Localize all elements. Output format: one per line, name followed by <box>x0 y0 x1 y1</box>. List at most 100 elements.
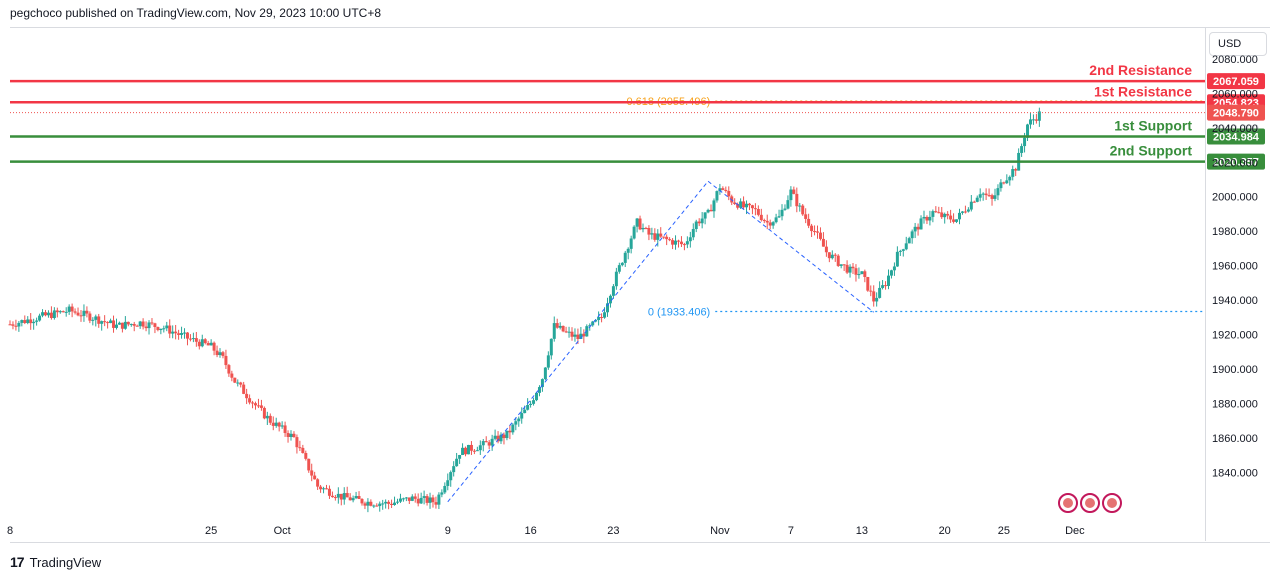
candle-body <box>76 312 80 316</box>
candle-body <box>150 322 154 324</box>
candle-body <box>475 450 479 452</box>
candle-body <box>369 501 373 506</box>
candle-body <box>517 418 521 422</box>
candle-body <box>292 433 296 438</box>
candle-body <box>256 405 260 407</box>
candle-body <box>842 264 846 266</box>
candle-body <box>564 331 568 333</box>
candle-body <box>919 218 923 230</box>
candle-body <box>440 492 444 495</box>
candle-body <box>464 447 468 455</box>
candle-body <box>644 227 648 229</box>
candle-body <box>363 503 367 506</box>
candle-body <box>626 248 630 253</box>
candle-body <box>555 323 559 328</box>
candle-body <box>523 409 527 414</box>
candle-body <box>889 270 893 276</box>
fibonacci-layer: 0.618 (2055.496)0 (1933.406) <box>447 96 1205 503</box>
candle-body <box>387 501 391 504</box>
candle-body <box>647 228 651 235</box>
x-tick-label: Nov <box>710 525 730 537</box>
candle-body <box>940 212 944 218</box>
candle-body <box>97 316 101 324</box>
candle-body <box>635 218 639 227</box>
candle-body <box>949 215 953 220</box>
candle-body <box>901 249 905 251</box>
candle-body <box>798 205 802 207</box>
candle-body <box>316 479 320 487</box>
candle-body <box>733 202 737 205</box>
candle-body <box>960 211 964 213</box>
candle-body <box>872 291 876 302</box>
event-badges <box>1058 493 1122 513</box>
candle-body <box>236 382 240 384</box>
candle-body <box>419 497 423 504</box>
candle-body <box>887 275 891 286</box>
candle-body <box>993 195 997 199</box>
candle-body <box>916 226 920 230</box>
currency-button[interactable]: USD <box>1209 32 1267 56</box>
tradingview-brand: TradingView <box>29 554 102 570</box>
level-name: 1st Resistance <box>1094 83 1192 99</box>
candle-body <box>774 217 778 223</box>
candle-body <box>117 322 121 325</box>
candle-body <box>656 233 660 240</box>
candle-body <box>792 189 796 194</box>
x-tick-label: 9 <box>445 525 451 537</box>
candle-body <box>753 208 757 210</box>
candle-body <box>404 497 408 499</box>
candle-body <box>709 209 713 212</box>
price-axis-divider <box>1205 27 1206 541</box>
x-tick-label: 16 <box>524 525 536 537</box>
tradingview-footer[interactable]: 17 TradingView <box>10 554 101 570</box>
candle-body <box>141 321 145 327</box>
y-tick-label: 1900.000 <box>1212 364 1258 376</box>
candle-body <box>147 322 151 329</box>
candle-body <box>1002 182 1006 184</box>
candle-body <box>180 333 184 335</box>
candle-body <box>215 350 219 356</box>
candle-body <box>339 493 343 500</box>
candle-body <box>410 496 414 501</box>
candle-body <box>472 450 476 452</box>
y-axis: 1840.000 1860.000 1880.000 1900.000 1920.000… <box>1212 54 1258 480</box>
candle-body <box>23 320 27 323</box>
candle-body <box>535 392 539 401</box>
candle-body <box>132 323 136 326</box>
candle-body <box>55 310 59 313</box>
candle-body <box>384 501 388 504</box>
candle-body <box>271 422 275 426</box>
candle-body <box>407 497 411 501</box>
candle-body <box>428 497 432 503</box>
candle-body <box>807 218 811 226</box>
candle-body <box>61 311 65 313</box>
candle-body <box>73 311 77 313</box>
candle-body <box>836 255 840 266</box>
candle-body <box>455 458 459 467</box>
candle-body <box>502 434 506 439</box>
candle-body <box>771 222 775 226</box>
candle-body <box>721 188 725 190</box>
candle-body <box>833 254 837 256</box>
level-price-tag <box>1207 73 1265 90</box>
candle-body <box>742 201 746 208</box>
candle-body <box>582 333 586 337</box>
candle-body <box>20 320 24 323</box>
candle-body <box>191 338 195 340</box>
candle-body <box>795 193 799 207</box>
publish-attribution: pegchoco published on TradingView.com, N… <box>10 6 382 20</box>
candle-body <box>745 203 749 208</box>
candle-body <box>431 497 435 503</box>
candle-body <box>881 285 885 288</box>
candle-body <box>295 437 299 448</box>
level-name: 1st Support <box>1114 117 1192 133</box>
candle-body <box>1031 119 1035 121</box>
candle-body <box>481 441 485 446</box>
candle-body <box>29 319 33 324</box>
candle-body <box>603 312 607 318</box>
candle-body <box>558 325 562 328</box>
candle-body <box>975 197 979 202</box>
candle-body <box>1034 119 1038 121</box>
candle-body <box>313 475 317 480</box>
